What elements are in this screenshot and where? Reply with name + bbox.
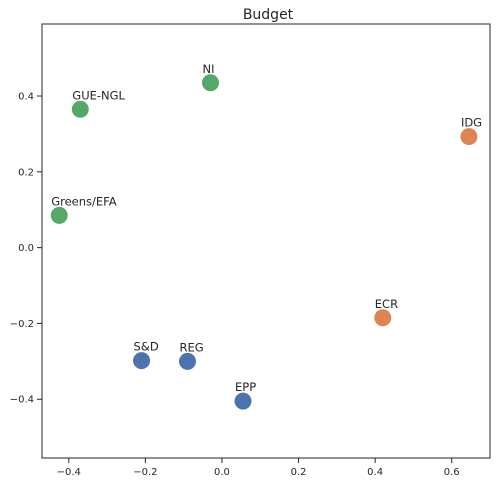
y-tick-label: −0.4 bbox=[10, 395, 34, 406]
x-tick-label: 0.2 bbox=[291, 467, 307, 478]
data-point bbox=[234, 392, 252, 410]
y-axis: −0.4 −0.2 0.0 0.2 0.4 bbox=[10, 92, 42, 406]
chart-title: Budget bbox=[243, 7, 294, 23]
data-point bbox=[374, 309, 392, 327]
data-point-label: IDG bbox=[461, 116, 482, 130]
data-points: NI GUE-NGL Greens/EFA IDG ECR S&D REG EPP bbox=[50, 62, 482, 410]
x-tick-label: 0.4 bbox=[367, 467, 383, 478]
x-tick-label: −0.4 bbox=[57, 467, 81, 478]
data-point bbox=[71, 100, 89, 118]
data-point bbox=[133, 352, 151, 370]
x-tick-label: 0.0 bbox=[214, 467, 230, 478]
data-point bbox=[50, 206, 68, 224]
x-tick-label: −0.2 bbox=[133, 467, 157, 478]
data-point-label: NI bbox=[202, 62, 214, 76]
data-point-label: REG bbox=[180, 340, 204, 354]
y-tick-label: −0.2 bbox=[10, 319, 34, 330]
y-tick-label: 0.2 bbox=[18, 167, 34, 178]
data-point bbox=[179, 352, 197, 370]
y-tick-label: 0.4 bbox=[18, 92, 34, 103]
data-point-label: ECR bbox=[375, 297, 398, 311]
data-point-label: EPP bbox=[235, 380, 256, 394]
data-point bbox=[460, 128, 478, 146]
data-point bbox=[201, 74, 219, 92]
plot-frame bbox=[41, 23, 491, 459]
y-tick-label: 0.0 bbox=[18, 243, 34, 254]
x-tick-label: 0.6 bbox=[444, 467, 460, 478]
data-point-label: GUE-NGL bbox=[72, 88, 125, 102]
data-point-label: Greens/EFA bbox=[51, 194, 117, 208]
x-axis: −0.4 −0.2 0.0 0.2 0.4 0.6 bbox=[57, 458, 460, 478]
data-point-label: S&D bbox=[134, 340, 159, 354]
